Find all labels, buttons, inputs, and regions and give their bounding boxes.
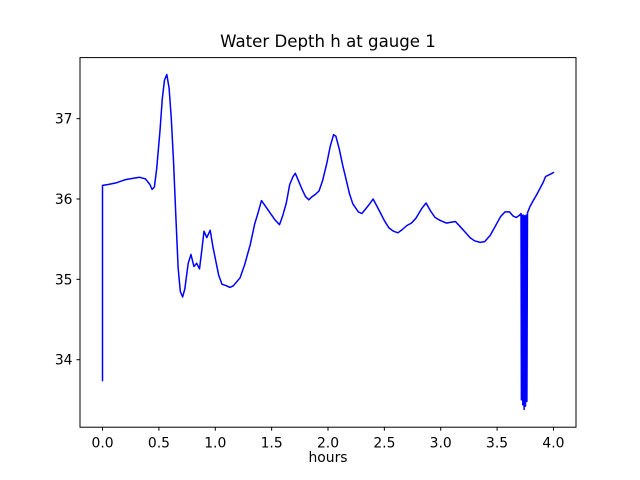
x-tick-label: 2.0 [317, 436, 339, 452]
x-tick-label: 0.5 [148, 436, 170, 452]
y-tick-label: 34 [55, 353, 73, 369]
water-depth-line [101, 73, 555, 411]
x-tick-label: 3.5 [486, 436, 508, 452]
plot-area [80, 57, 576, 428]
y-tick-label: 37 [55, 112, 73, 128]
x-tick-label: 3.0 [430, 436, 452, 452]
x-tick-label: 1.5 [261, 436, 283, 452]
x-tick-label: 4.0 [542, 436, 564, 452]
x-tick-label: 0.0 [91, 436, 113, 452]
x-axis-label: hours [308, 450, 347, 466]
x-tick-label: 1.0 [204, 436, 226, 452]
x-axis-ticks: 0.0 0.5 1.0 1.5 2.0 2.5 3.0 3.5 4.0 [91, 427, 565, 452]
y-tick-label: 35 [55, 272, 73, 288]
y-tick-label: 36 [55, 192, 73, 208]
x-tick-label: 2.5 [373, 436, 395, 452]
chart-title: Water Depth h at gauge 1 [220, 32, 436, 51]
y-axis-ticks: 34 35 36 37 [55, 112, 80, 369]
